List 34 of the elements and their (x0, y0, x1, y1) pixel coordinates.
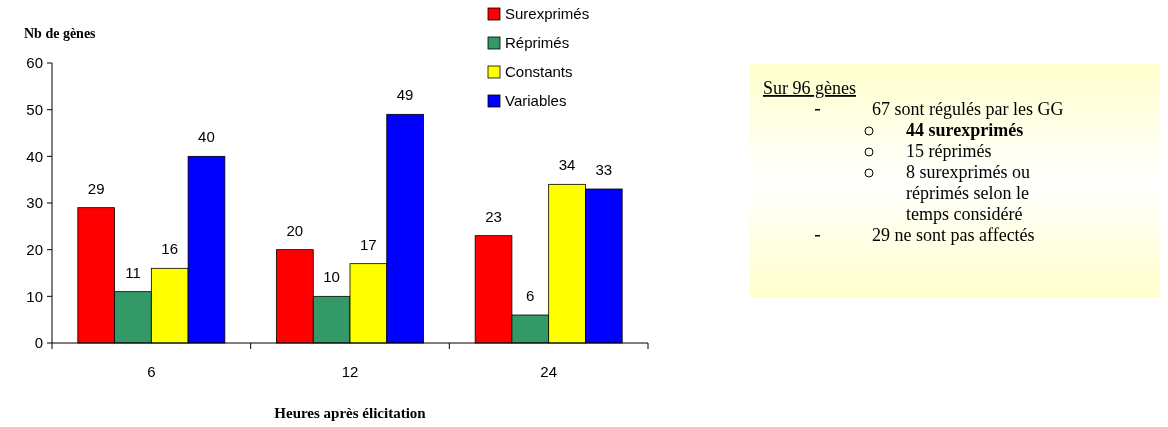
data-label: 10 (323, 268, 340, 286)
data-label: 11 (125, 263, 141, 281)
data-label: 6 (526, 287, 535, 304)
data-label: 33 (595, 161, 613, 178)
text: 15 réprimés (906, 141, 992, 161)
x-tick-label: 12 (341, 363, 359, 380)
y-tick-label: 0 (34, 334, 43, 352)
y-tick-label: 40 (26, 147, 43, 165)
data-label: 34 (558, 156, 576, 174)
x-tick-label: 6 (147, 363, 156, 380)
data-label: 17 (360, 235, 377, 253)
y-tick-label: 50 (26, 100, 43, 118)
y-tick-label: 30 (26, 194, 43, 212)
data-label: 23 (485, 207, 502, 225)
text: Sur 96 gènes (763, 78, 856, 98)
data-label: 49 (396, 86, 414, 104)
y-tick-label: 10 (26, 287, 43, 305)
text: 67 sont régulés par les GG (872, 99, 1064, 119)
text: 44 surexprimés (906, 120, 1024, 140)
legend-label: Variables (505, 92, 567, 110)
y-tick-label: 60 (26, 54, 43, 72)
y-tick-label: 20 (26, 240, 43, 258)
data-label: 29 (87, 179, 105, 197)
x-axis-title: Heures après élicitation (274, 405, 427, 421)
data-label: 40 (198, 128, 215, 146)
text: 8 surexprimés ou réprimés selon le temps considéré (906, 162, 1030, 224)
y-axis-title: Nb de gènes (24, 26, 97, 41)
legend-label: Réprimés (505, 34, 570, 52)
legend-label: Surexprimés (505, 5, 590, 23)
data-label: 16 (161, 240, 179, 258)
legend-label: Constants (505, 63, 573, 81)
x-tick-label: 24 (540, 363, 558, 380)
text: 29 ne sont pas affectés (872, 225, 1035, 245)
data-label: 20 (286, 221, 304, 239)
